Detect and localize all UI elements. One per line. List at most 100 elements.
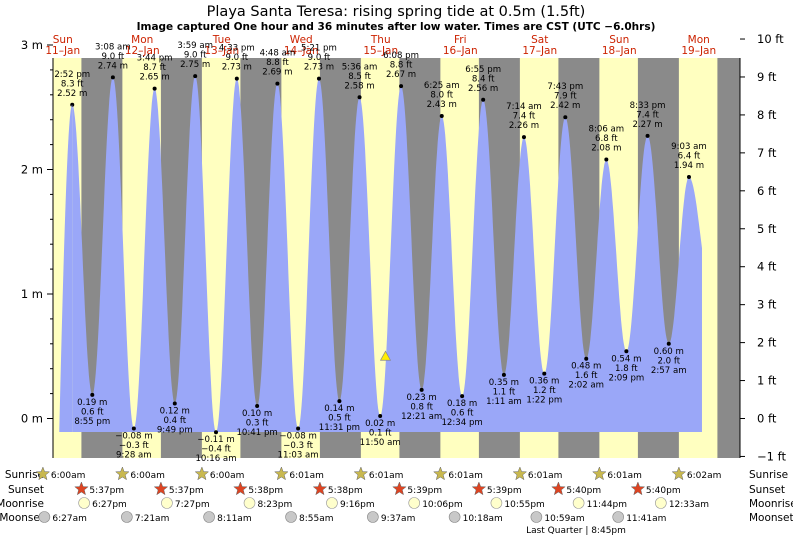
- sunset-time: 5:40pm: [646, 486, 681, 496]
- extreme-dot: [90, 392, 95, 397]
- low-tide-label: 2:57 am: [651, 366, 687, 376]
- day-name: Sun: [609, 34, 629, 46]
- sunrise-time: 6:00am: [130, 471, 165, 481]
- extreme-dot: [399, 84, 404, 89]
- tide-curve-area: [72, 76, 702, 433]
- sunrise-star-icon: [194, 466, 210, 481]
- sunset-time: 5:40pm: [566, 486, 601, 496]
- high-tide-label: 2.65 m: [139, 73, 169, 83]
- high-tide-label: 2.27 m: [632, 120, 662, 130]
- extreme-dot: [255, 404, 260, 409]
- low-tide-label: −0.4 ft: [201, 445, 231, 455]
- moonset-icon: [38, 511, 51, 523]
- high-tide-label: 2.73 m: [222, 63, 252, 73]
- day-date: 13–Jan: [204, 45, 239, 57]
- extreme-dot: [645, 133, 650, 138]
- low-tide-label: 0.14 m: [324, 404, 354, 414]
- sunrise-time: 6:01am: [528, 471, 563, 481]
- moonrise-time: 7:27pm: [175, 500, 210, 510]
- extreme-dot: [666, 341, 671, 346]
- high-tide-label: 2:52 pm: [54, 70, 90, 80]
- low-tide-label: 0.4 ft: [163, 416, 186, 426]
- high-tide-label: 6:08 pm: [383, 51, 419, 61]
- high-tide-label: 2.52 m: [57, 89, 87, 99]
- moonrise-icon: [326, 497, 338, 509]
- moonrise-time: 6:27pm: [92, 500, 127, 510]
- high-tide-label: 7:43 pm: [547, 82, 583, 92]
- moonset-icon: [530, 511, 543, 523]
- extreme-dot: [172, 401, 177, 406]
- extreme-dot: [131, 426, 136, 431]
- moonrise-time: 10:55pm: [504, 500, 544, 510]
- moonrise-icon: [243, 497, 256, 509]
- extreme-dot: [624, 349, 629, 354]
- sunset-star-icon: [153, 481, 169, 496]
- current-tide-marker: [379, 350, 392, 361]
- day-date: 14–Jan: [284, 45, 319, 57]
- extreme-dot: [584, 356, 589, 361]
- extreme-dot: [604, 157, 609, 162]
- sunrise-star-icon: [512, 466, 528, 481]
- moonset-time: 7:21am: [135, 514, 170, 524]
- low-tide-label: 0.35 m: [489, 378, 519, 388]
- sunrise-star-icon: [353, 466, 369, 481]
- low-tide-label: 0.18 m: [447, 399, 477, 409]
- moonset-icon: [448, 511, 461, 523]
- right-tick-label: 4 ft: [757, 260, 777, 274]
- moonrise-time: 11:44pm: [587, 500, 627, 510]
- high-tide-label: 7.4 ft: [513, 112, 536, 122]
- row-label-left: Moonrise: [0, 498, 44, 510]
- moonset-icon: [367, 511, 379, 523]
- sunrise-star-icon: [115, 466, 130, 481]
- high-tide-label: 8.8 ft: [390, 61, 413, 71]
- high-tide-label: 4:33 pm: [219, 44, 255, 54]
- left-tick-label: 2 m: [21, 163, 43, 177]
- low-tide-label: 0.10 m: [242, 409, 272, 419]
- sunset-time: 5:38pm: [328, 486, 363, 496]
- high-tide-label: 6:25 am: [424, 81, 460, 91]
- sunrise-time: 6:01am: [448, 471, 483, 481]
- row-label-right: Sunrise: [749, 469, 788, 481]
- low-tide-label: 0.36 m: [529, 377, 559, 387]
- right-tick-label: 6 ft: [757, 184, 777, 198]
- sunset-star-icon: [630, 481, 646, 496]
- sunset-star-icon: [74, 481, 89, 496]
- low-tide-label: −0.08 m: [279, 431, 316, 441]
- extreme-dot: [542, 371, 547, 376]
- high-tide-label: 9:03 am: [671, 142, 707, 152]
- axes: 0 m 1 m 2 m 3 m −1 ft 0 ft 1 ft 2 ft 3 ft 4 ft 5 f…: [21, 32, 787, 463]
- moonrise-icon: [572, 497, 585, 509]
- moonset-icon: [121, 511, 133, 523]
- high-tide-label: 5:36 am: [342, 62, 378, 72]
- low-tide-label: 1.1 ft: [493, 387, 516, 397]
- low-tide-label: 12:34 pm: [441, 418, 482, 428]
- chart-title: Playa Santa Teresa: rising spring tide a…: [207, 4, 586, 20]
- high-tide-label: 2.58 m: [344, 81, 374, 91]
- low-tide-label: 11:03 am: [278, 450, 319, 460]
- high-tide-label: 8.3 ft: [61, 79, 84, 89]
- sunrise-star-icon: [35, 466, 51, 481]
- sunset-star-icon: [233, 481, 248, 496]
- high-tide-label: 6.4 ft: [678, 151, 701, 161]
- moonrise-icon: [655, 497, 667, 509]
- moonset-icon: [612, 511, 625, 523]
- low-tide-label: 9:28 am: [116, 450, 152, 460]
- sun-moon-rows: Sunrise Sunrise Sunset Sunset Moonrise Moonri…: [0, 466, 793, 536]
- tide-extremes: 2:52 pm8.3 ft2.52 m0.19 m0.6 ft8:55 pm3:…: [54, 41, 706, 464]
- high-tide-label: 2.42 m: [550, 101, 580, 111]
- high-tide-label: 8.7 ft: [143, 63, 166, 73]
- low-tide-label: 1:22 pm: [526, 396, 562, 406]
- row-label-right: Sunset: [749, 484, 785, 496]
- high-tide-label: 8.4 ft: [472, 74, 495, 84]
- moonrise-icon: [78, 497, 90, 509]
- high-tide-label: 8:33 pm: [630, 101, 666, 111]
- right-tick-label: 0 ft: [757, 412, 777, 426]
- high-tide-label: 9.0 ft: [308, 53, 331, 63]
- day-date: 16–Jan: [443, 45, 478, 57]
- sunrise-time: 6:00am: [210, 471, 245, 481]
- high-tide-label: 9.0 ft: [184, 51, 207, 61]
- high-tide-label: 6.8 ft: [595, 134, 618, 144]
- day-name: Mon: [688, 34, 710, 46]
- left-tick-label: 3 m: [21, 38, 43, 52]
- low-tide-label: 8:55 pm: [74, 417, 110, 427]
